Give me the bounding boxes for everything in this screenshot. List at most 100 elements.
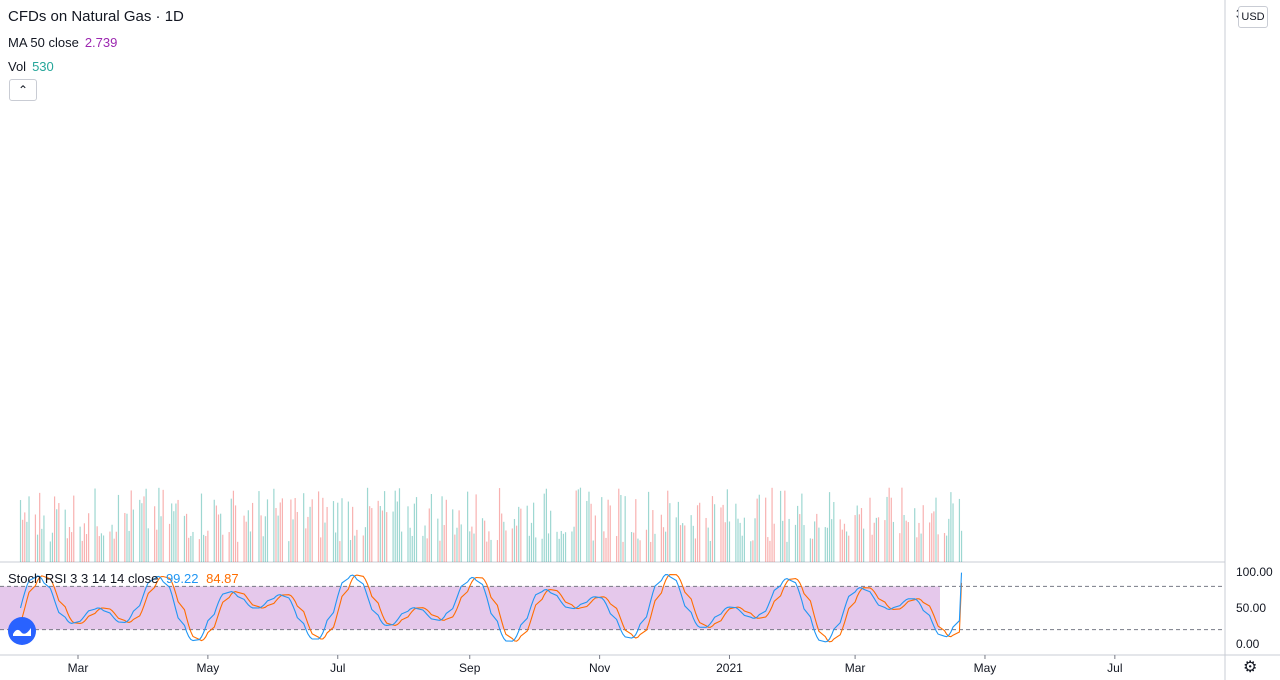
- volume-bar: [356, 529, 358, 562]
- volume-bar: [158, 487, 160, 562]
- volume-bar: [292, 519, 294, 562]
- vol-label: Vol: [8, 59, 27, 74]
- volume-bar: [332, 501, 335, 562]
- volume-bar: [354, 535, 356, 562]
- volume-bar: [720, 507, 722, 562]
- volume-bar: [752, 540, 754, 562]
- volume-bar: [877, 517, 880, 562]
- volume-bar: [79, 526, 81, 562]
- volume-bar: [873, 522, 875, 562]
- volume-bar: [296, 511, 298, 562]
- volume-bar: [545, 488, 547, 562]
- volume-bar: [498, 488, 501, 562]
- currency-button[interactable]: USD: [1238, 6, 1268, 28]
- volume-bar: [571, 531, 573, 562]
- volume-bar: [192, 531, 194, 562]
- volume-bar: [481, 518, 484, 562]
- volume-bar: [279, 502, 281, 562]
- volume-bar: [234, 505, 237, 562]
- volume-bar: [647, 491, 650, 562]
- volume-bar: [130, 490, 132, 562]
- volume-bar: [771, 487, 773, 562]
- volume-bar: [66, 538, 68, 562]
- volume-bar: [650, 541, 652, 562]
- time-tick-label: Nov: [589, 661, 610, 675]
- volume-bar: [501, 513, 503, 562]
- stoch-rsi-label: Stoch RSI 3 3 14 14 close: [8, 571, 159, 586]
- volume-bar: [513, 518, 516, 562]
- volume-bar: [547, 533, 550, 562]
- volume-bar: [247, 510, 249, 562]
- settings-gear-icon[interactable]: ⚙: [1243, 659, 1258, 676]
- volume-bar: [728, 521, 731, 562]
- volume-bar: [335, 532, 337, 562]
- volume-bar: [950, 492, 952, 562]
- volume-bar: [679, 525, 682, 562]
- volume-bar: [190, 535, 192, 562]
- volume-bar: [801, 493, 803, 562]
- volume-bar: [694, 538, 697, 562]
- collapse-legend-button[interactable]: ⌃: [9, 79, 37, 101]
- volume-bar: [933, 511, 935, 562]
- volume-bar: [914, 508, 916, 562]
- volume-bar: [601, 497, 603, 562]
- volume-bar: [901, 487, 903, 562]
- volume-bar: [220, 513, 222, 562]
- volume-bar: [496, 540, 499, 562]
- tradingview-logo-icon[interactable]: [8, 617, 36, 645]
- volume-bar: [958, 498, 961, 562]
- volume-bar: [58, 503, 60, 562]
- volume-bar: [739, 522, 741, 562]
- volume-bar: [705, 517, 707, 562]
- volume-bar: [401, 531, 403, 562]
- volume-bar: [94, 488, 96, 562]
- volume-bar: [228, 532, 230, 562]
- volume-bar: [903, 515, 905, 562]
- time-tick-label: Jul: [330, 661, 345, 675]
- volume-bar: [871, 534, 873, 562]
- volume-bar: [558, 538, 560, 562]
- volume-bar: [890, 497, 892, 562]
- volume-bar: [117, 494, 120, 562]
- stoch-tick-label: 100.00: [1236, 565, 1273, 579]
- volume-bar: [102, 535, 105, 562]
- volume-bar: [394, 490, 396, 562]
- volume-bar: [660, 514, 662, 562]
- volume-bar: [349, 540, 352, 562]
- stoch-rsi-legend: Stoch RSI 3 3 14 14 close 99.22 84.87: [8, 571, 239, 586]
- volume-bar: [34, 514, 37, 562]
- volume-bar: [460, 524, 462, 562]
- volume-bar: [26, 521, 28, 562]
- volume-bar: [307, 516, 309, 562]
- volume-bar: [573, 526, 575, 562]
- volume-bar: [205, 536, 207, 562]
- volume-bar: [203, 534, 205, 562]
- volume-bar: [290, 499, 292, 562]
- volume-bar: [765, 497, 767, 562]
- volume-bar: [711, 496, 714, 562]
- volume-bar: [803, 525, 805, 562]
- volume-bar: [520, 508, 522, 562]
- volume-bar: [96, 526, 98, 562]
- volume-bar: [392, 511, 394, 562]
- volume-bar: [347, 501, 349, 562]
- volume-bar: [594, 515, 596, 562]
- volume-bar: [682, 523, 684, 562]
- volume-bar: [828, 492, 831, 562]
- volume-bar: [505, 530, 507, 562]
- volume-bar: [560, 530, 562, 562]
- time-tick-label: May: [197, 661, 220, 675]
- volume-bar: [863, 528, 865, 562]
- volume-bar: [899, 533, 901, 562]
- volume-bar: [884, 520, 886, 562]
- volume-bar: [262, 536, 264, 562]
- volume-bar: [409, 527, 411, 562]
- volume-bar: [869, 497, 871, 562]
- volume-bar: [467, 491, 469, 562]
- volume-bar: [586, 500, 588, 562]
- volume-bar: [413, 503, 415, 562]
- stoch-k-line: [19, 572, 963, 643]
- volume-bar: [428, 508, 430, 562]
